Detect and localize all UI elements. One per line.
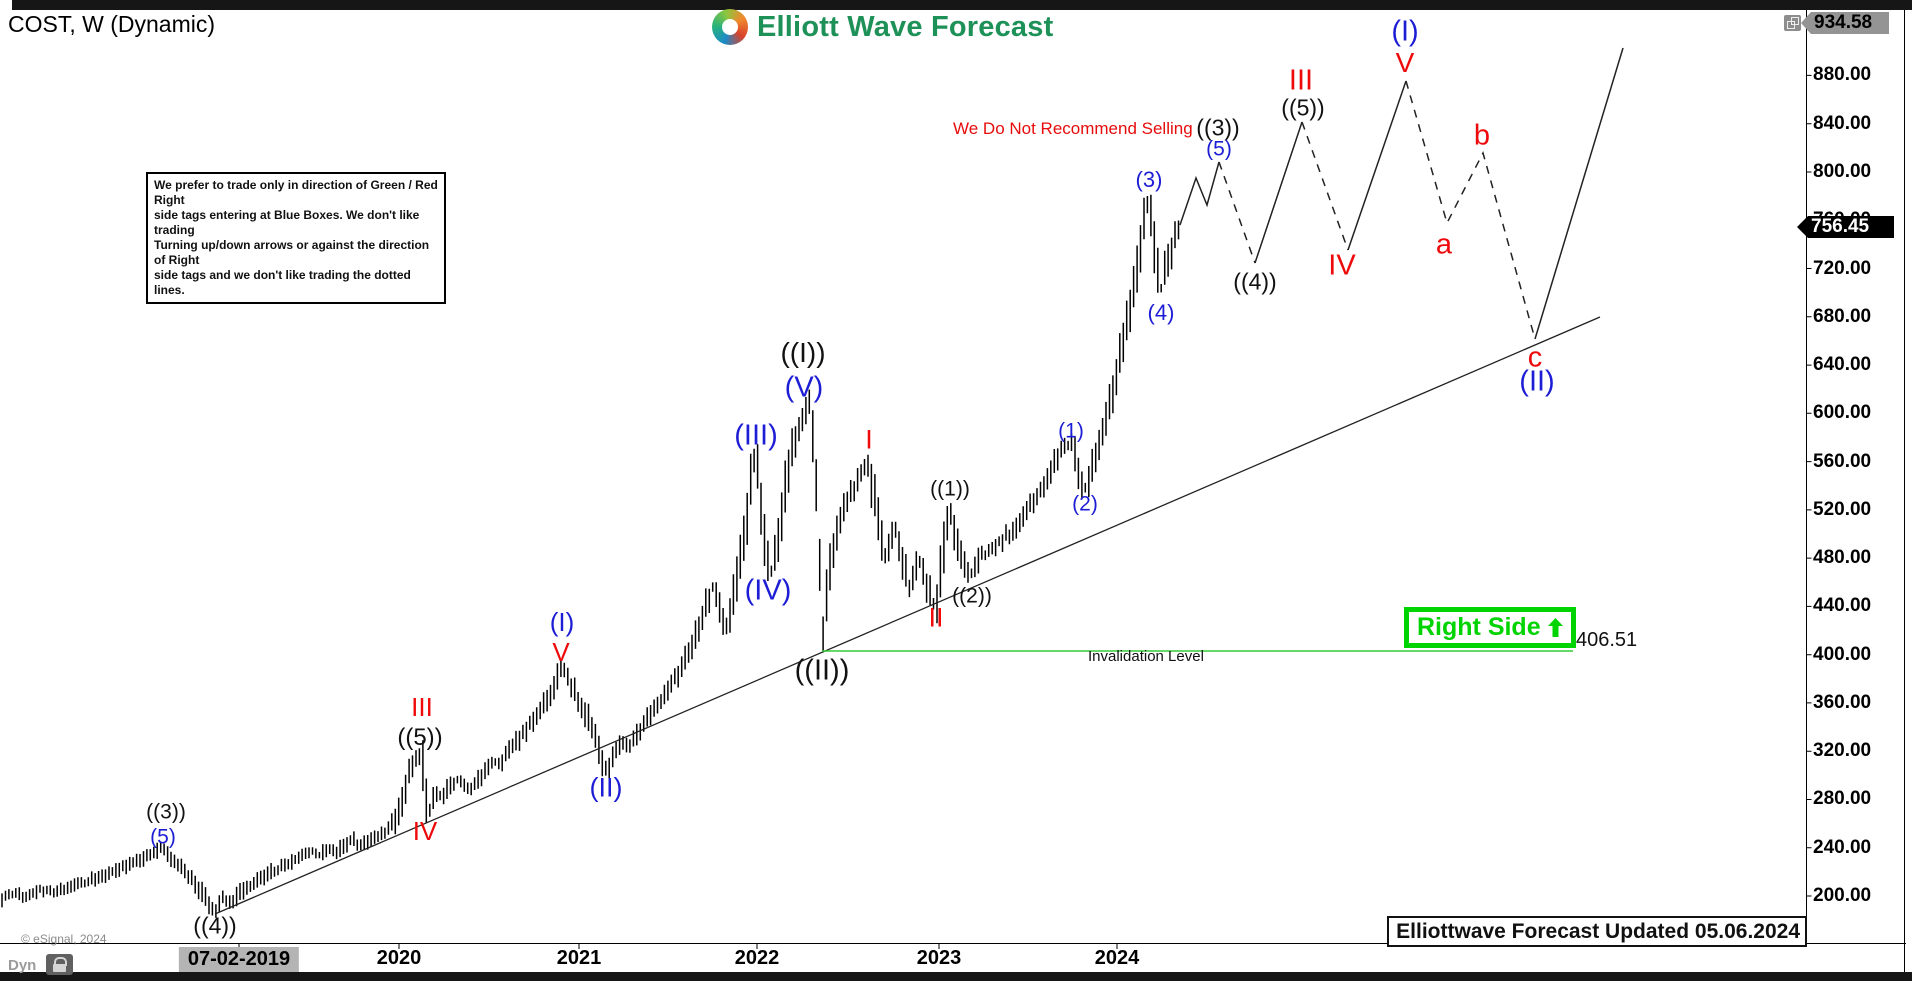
wave-label: (IV) [744, 574, 792, 607]
wave-label: ((5)) [397, 724, 443, 751]
wave-label: ((II)) [794, 654, 850, 687]
dyn-mode-label: Dyn [8, 957, 37, 974]
wave-label: (2) [1072, 492, 1098, 516]
last-price-badge: 756.45 [1797, 216, 1894, 238]
wave-label: (V) [784, 371, 824, 404]
symbol-title: COST, W (Dynamic) [8, 11, 215, 37]
wave-label: V [1395, 47, 1415, 78]
up-arrow-icon [1547, 618, 1563, 637]
time-tick-label: 2023 [916, 947, 962, 969]
brand-logo-icon [712, 9, 748, 45]
price-tick-label: 840.00 [1813, 112, 1872, 134]
brand-logo: Elliott Wave Forecast [712, 9, 1053, 45]
wave-label: (5) [150, 825, 176, 849]
wave-label: (3) [1135, 167, 1163, 192]
wave-label: (III) [734, 419, 778, 452]
price-tick-label: 360.00 [1813, 691, 1872, 713]
price-tick-label: 800.00 [1813, 160, 1872, 182]
price-tick-label: 400.00 [1813, 643, 1872, 665]
time-tick-label: 2021 [556, 947, 602, 969]
updated-note: Elliottwave Forecast Updated 05.06.2024 [1387, 916, 1807, 947]
time-tick-label: 07-02-2019 [178, 947, 300, 972]
wave-label: IV [412, 816, 438, 846]
price-tick-label: 320.00 [1813, 740, 1872, 762]
ath-price-badge: 934.58 [1801, 12, 1889, 34]
wave-label: (4) [1147, 300, 1175, 325]
price-tick-label: 200.00 [1813, 885, 1872, 906]
price-tick-label: 600.00 [1813, 402, 1872, 424]
price-tick-label: 240.00 [1813, 836, 1872, 858]
price-tick-label: 520.00 [1813, 498, 1872, 520]
wave-label: ((4)) [1233, 268, 1277, 295]
price-tick-label: 560.00 [1813, 450, 1872, 472]
wave-label: ((3)) [146, 800, 186, 824]
wave-label: ((4)) [193, 912, 237, 939]
disclaimer-line: Turning up/down arrows or against the di… [154, 238, 430, 267]
right-side-tag-label: Right Side [1417, 613, 1541, 641]
price-tick-label: 640.00 [1813, 354, 1872, 376]
price-tick-label: 880.00 [1813, 64, 1872, 86]
time-tick-label: 2024 [1094, 947, 1140, 969]
wave-label: IV [1328, 249, 1356, 282]
wave-label: (5) [1206, 137, 1232, 161]
wave-label: II [928, 602, 944, 633]
wave-label: III [411, 692, 433, 722]
brand-logo-text: Elliott Wave Forecast [757, 10, 1054, 43]
esignal-copyright: © eSignal, 2024 [21, 932, 107, 946]
time-tick-label: 2022 [734, 947, 780, 969]
wave-label: ((1)) [930, 477, 970, 501]
disclaimer-box: We prefer to trade only in direction of … [146, 172, 446, 304]
wave-label: ((5)) [1281, 94, 1325, 121]
wave-label: ((3)) [1196, 114, 1240, 141]
wave-label: ((I)) [780, 337, 826, 368]
wave-label: a [1435, 228, 1453, 261]
invalidation-price-value: 406.51 [1576, 629, 1638, 651]
invalidation-level-label: Invalidation Level [1088, 648, 1204, 665]
wave-label: b [1473, 119, 1491, 152]
wave-label: (II) [1519, 365, 1555, 398]
wave-label: (II) [589, 772, 623, 803]
disclaimer-line: side tags entering at Blue Boxes. We don… [154, 208, 420, 237]
price-tick-label: 280.00 [1813, 788, 1872, 810]
restore-window-icon[interactable] [1784, 15, 1801, 31]
window-bottom-bar [0, 972, 1912, 981]
lock-icon [46, 954, 73, 975]
no-sell-warning-text: We Do Not Recommend Selling [953, 119, 1193, 138]
wave-label: c [1527, 341, 1543, 374]
wave-label: (1) [1058, 419, 1084, 443]
wave-label: III [1288, 64, 1314, 97]
disclaimer-line: We prefer to trade only in direction of … [154, 178, 438, 207]
wave-label: (I) [549, 607, 575, 637]
price-tick-label: 680.00 [1813, 305, 1872, 327]
wave-label: ((2)) [952, 584, 992, 608]
wave-label: I [865, 424, 873, 455]
price-tick-label: 720.00 [1813, 257, 1872, 279]
right-side-tag: Right Side [1404, 607, 1576, 648]
window-top-bar [12, 0, 1912, 10]
time-tick-label: 2020 [376, 947, 422, 969]
wave-label: V [552, 637, 570, 667]
wave-label: (I) [1391, 15, 1419, 48]
price-tick-label: 480.00 [1813, 547, 1872, 569]
disclaimer-line: side tags and we don't like trading the … [154, 268, 411, 297]
price-tick-label: 440.00 [1813, 595, 1872, 617]
